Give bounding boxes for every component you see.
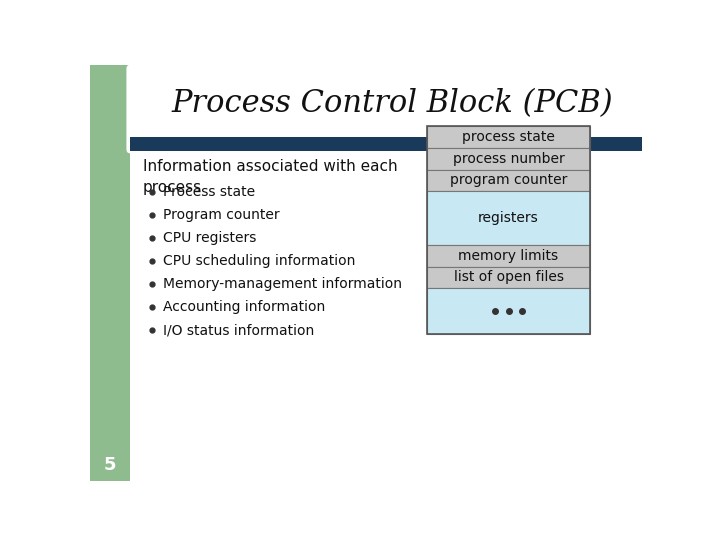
Bar [427, 148, 590, 170]
Text: I/O status information: I/O status information [163, 323, 314, 338]
Bar [427, 170, 590, 191]
Text: Information associated with each
process: Information associated with each process [143, 159, 397, 195]
Text: Process state: Process state [163, 185, 255, 199]
Text: list of open files: list of open files [454, 271, 564, 285]
Bar [427, 288, 590, 334]
Text: Program counter: Program counter [163, 208, 279, 222]
Text: CPU scheduling information: CPU scheduling information [163, 254, 355, 268]
Text: registers: registers [478, 211, 539, 225]
Bar [427, 267, 590, 288]
Text: program counter: program counter [450, 173, 567, 187]
Text: CPU registers: CPU registers [163, 231, 256, 245]
FancyBboxPatch shape [127, 65, 652, 153]
Text: memory limits: memory limits [459, 249, 559, 263]
Text: 5: 5 [104, 456, 117, 474]
Text: process number: process number [453, 152, 564, 166]
Bar [427, 126, 590, 148]
Text: Memory-management information: Memory-management information [163, 277, 402, 291]
Text: process state: process state [462, 130, 555, 144]
Bar [427, 126, 590, 334]
Text: Accounting information: Accounting information [163, 300, 325, 314]
Bar [427, 245, 590, 267]
Bar [130, 137, 642, 151]
Bar [427, 191, 590, 245]
Bar [90, 65, 130, 481]
Text: Process Control Block (PCB): Process Control Block (PCB) [171, 88, 613, 119]
